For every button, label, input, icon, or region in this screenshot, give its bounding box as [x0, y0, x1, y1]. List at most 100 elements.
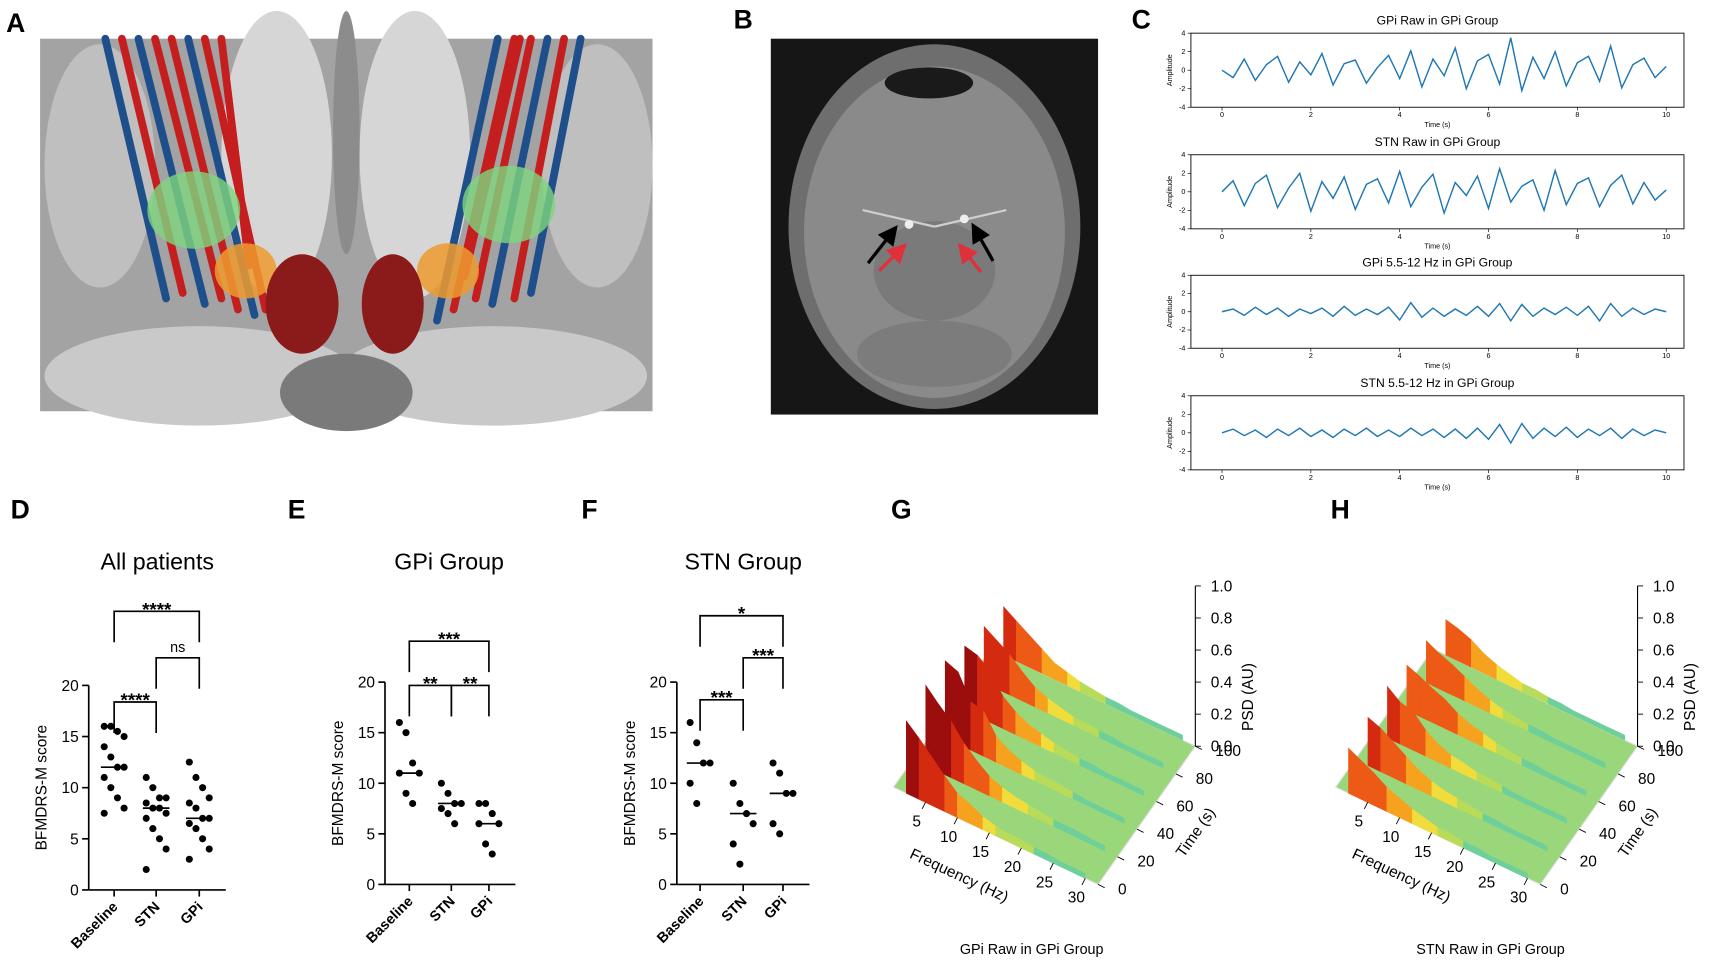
chart-caption: STN Raw in GPi Group	[1416, 942, 1564, 958]
y-tick-label: 10	[358, 776, 375, 793]
x-tick-label: 6	[1487, 352, 1491, 360]
x-tick-label: 10	[940, 829, 957, 846]
x-tick-label: 25	[1036, 874, 1053, 891]
x-tick-label: 8	[1575, 474, 1579, 482]
chart-title: STN Raw in GPi Group	[1375, 135, 1501, 149]
data-point	[185, 758, 193, 766]
x-tick	[985, 832, 990, 840]
y-tick-label: 5	[366, 826, 375, 843]
surface-ridge	[1572, 783, 1587, 796]
significance-bracket	[113, 610, 201, 643]
y-tick-label: 20	[62, 678, 79, 695]
data-point	[444, 810, 452, 818]
y-tick-label: 0	[1118, 881, 1127, 898]
y-axis-label: BFMDRS-M score	[622, 721, 639, 846]
data-point	[736, 799, 744, 808]
y-tick-label: 5	[70, 831, 79, 848]
x-tick-label: 0	[1220, 111, 1224, 119]
data-point	[693, 799, 701, 808]
y-tick-label: 0	[70, 882, 79, 899]
chart-caption: GPi Raw in GPi Group	[960, 942, 1104, 958]
significance-label: *	[738, 603, 746, 624]
chart-title: GPi 5.5-12 Hz in GPi Group	[1362, 255, 1512, 269]
significance-label: **	[463, 673, 478, 694]
x-tick	[1395, 817, 1401, 825]
x-tick-label: 4	[1398, 352, 1402, 360]
y-tick-label: 40	[1599, 826, 1616, 843]
data-point	[120, 733, 128, 741]
z-tick-label: 0.2	[1653, 707, 1675, 724]
data-point	[185, 799, 193, 807]
significance-label: ***	[752, 645, 775, 666]
y-tick-label: 2	[1181, 290, 1185, 298]
y-tick-label: 60	[1176, 798, 1193, 815]
z-tick-label: 0.4	[1211, 675, 1233, 692]
y-tick-label: -4	[1179, 103, 1185, 111]
x-tick-label: 4	[1398, 233, 1402, 241]
surface-ridge	[1611, 728, 1626, 741]
y-tick-label: 0	[1181, 429, 1185, 437]
surface-ridge	[1426, 640, 1440, 690]
y-tick-label: 10	[62, 780, 79, 797]
y-axis-label: BFMDRS-M score	[34, 725, 51, 850]
x-tick-label: Baseline	[654, 894, 707, 947]
y-axis-label: Amplitude	[1166, 176, 1174, 208]
y-tick-label: 2	[1181, 169, 1185, 177]
y-tick-label: 0	[1181, 66, 1185, 74]
z-tick-label: 0.8	[1211, 611, 1233, 628]
y-tick	[1617, 773, 1625, 778]
data-point	[107, 784, 115, 792]
y-axis-label: Amplitude	[1166, 54, 1174, 86]
z-tick-label: 0.0	[1211, 739, 1233, 756]
y-tick-label: 80	[1196, 771, 1213, 788]
x-tick-label: 10	[1662, 352, 1670, 360]
data-point	[100, 809, 108, 817]
surface-ridge	[1387, 685, 1401, 745]
x-tick-label: 20	[1446, 859, 1463, 876]
data-point	[155, 794, 164, 802]
x-tick-label: 20	[1004, 859, 1021, 876]
y-tick-label: 10	[650, 776, 667, 793]
y-tick-label: 60	[1619, 798, 1636, 815]
x-tick-label: 6	[1487, 233, 1491, 241]
y-tick-label: 20	[1137, 854, 1154, 871]
x-tick-label: Baseline	[363, 894, 416, 947]
significance-bracket	[699, 698, 745, 731]
x-tick-label: 5	[1355, 814, 1364, 831]
data-point	[149, 825, 157, 833]
x-axis-label: Time (s)	[1424, 243, 1450, 251]
panel-label: B	[734, 5, 753, 35]
y-tick-label: 20	[650, 675, 667, 692]
x-tick-label: STN	[719, 894, 751, 926]
y-tick-label: 80	[1638, 771, 1655, 788]
z-tick-label: 1.0	[1653, 578, 1675, 595]
significance-bracket	[699, 614, 784, 647]
x-tick-label: Baseline	[68, 899, 121, 952]
data-point	[437, 779, 445, 787]
z-tick-label: 0.6	[1211, 643, 1233, 660]
y-tick	[1136, 828, 1144, 833]
x-tick-label: 15	[972, 844, 989, 861]
x-tick-label: 25	[1478, 874, 1495, 891]
x-tick-label: 10	[1662, 474, 1670, 482]
y-tick-label: 4	[1181, 392, 1185, 400]
y-tick-label: 0	[366, 877, 375, 894]
chart-title: GPi Raw in GPi Group	[1377, 13, 1499, 27]
y-tick	[1195, 745, 1203, 750]
x-tick	[1459, 847, 1464, 855]
x-tick-label: 0	[1220, 352, 1224, 360]
surface-ridge	[1533, 839, 1548, 852]
y-tick	[1097, 884, 1105, 889]
y-tick	[1637, 745, 1645, 750]
data-point	[686, 719, 694, 727]
data-point	[395, 719, 403, 727]
x-tick-label: GPi	[761, 894, 790, 923]
x-tick-label: 8	[1575, 233, 1579, 241]
x-tick	[921, 802, 926, 810]
z-tick-label: 0.8	[1653, 611, 1675, 628]
x-tick-label: 0	[1220, 233, 1224, 241]
data-point	[155, 835, 164, 843]
data-point	[142, 773, 150, 781]
data-point	[162, 794, 170, 802]
